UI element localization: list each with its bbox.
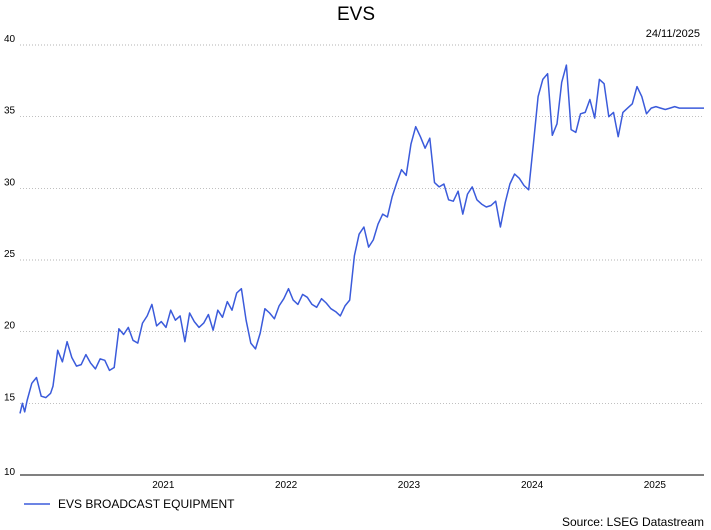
chart-title: EVS <box>337 4 375 25</box>
x-axis-ticks: 2021 2022 2023 2024 2025 <box>152 480 666 491</box>
y-tick-label: 15 <box>4 392 16 403</box>
x-tick-label: 2023 <box>398 480 421 491</box>
y-axis-ticks: 10 15 20 25 30 35 40 <box>4 34 16 478</box>
series-line <box>19 64 704 414</box>
legend-label: EVS BROADCAST EQUIPMENT <box>58 497 235 511</box>
y-tick-label: 30 <box>4 177 16 188</box>
x-tick-label: 2022 <box>275 480 298 491</box>
source-label: Source: LSEG Datastream <box>562 515 704 529</box>
y-tick-label: 20 <box>4 321 16 332</box>
y-tick-label: 25 <box>4 249 16 260</box>
date-label: 24/11/2025 <box>646 28 700 40</box>
x-tick-label: 2021 <box>152 480 175 491</box>
y-tick-label: 35 <box>4 106 16 117</box>
grid-lines <box>20 44 704 404</box>
legend: EVS BROADCAST EQUIPMENT <box>24 497 235 511</box>
y-tick-label: 10 <box>4 467 16 478</box>
x-tick-label: 2025 <box>644 480 667 491</box>
x-tick-label: 2024 <box>521 480 544 491</box>
y-tick-label: 40 <box>4 34 16 45</box>
